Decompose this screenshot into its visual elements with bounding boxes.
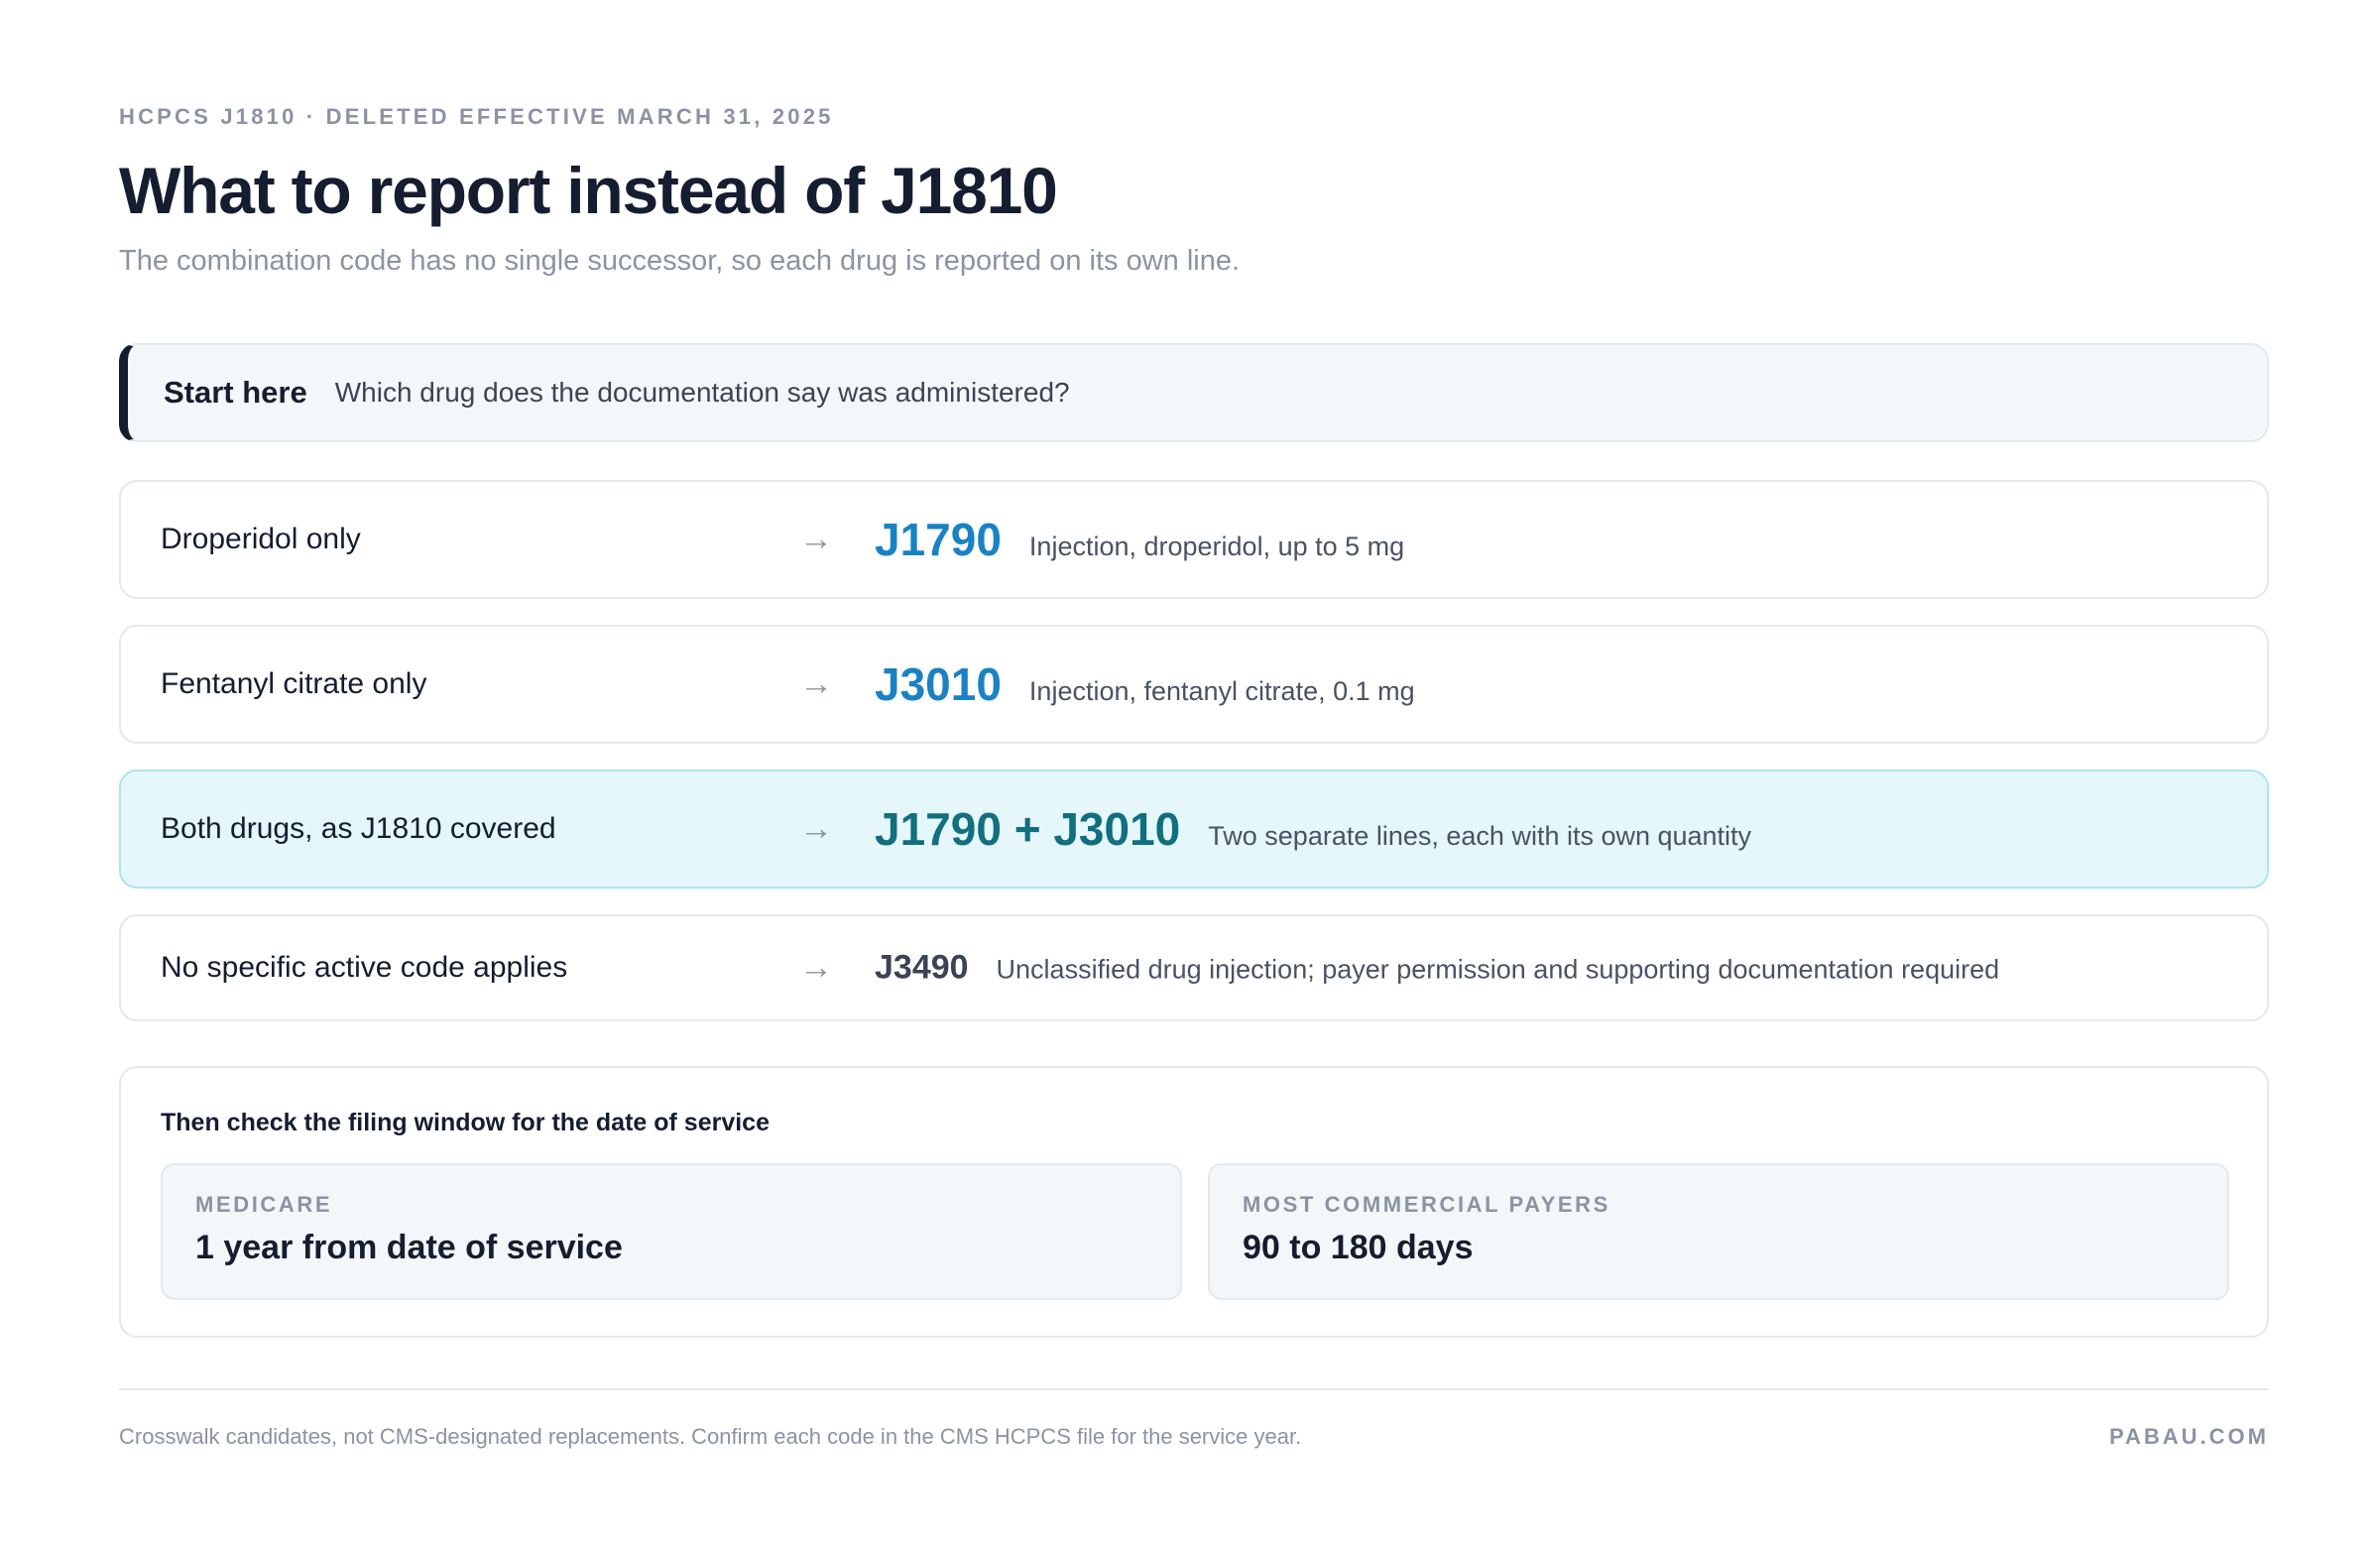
brand-link[interactable]: PABAU.COM: [2108, 1424, 2269, 1449]
row-code: J3490: [875, 948, 969, 987]
row-result: J3010 Injection, fentanyl citrate, 0.1 m…: [875, 657, 1415, 711]
start-here-label: Start here: [164, 375, 307, 410]
filing-card-label: MEDICARE: [195, 1192, 333, 1217]
row-condition: Droperidol only: [161, 523, 361, 555]
start-here-question: Which drug does the documentation say wa…: [334, 377, 1070, 408]
page-subtitle: The combination code has no single succe…: [119, 245, 1241, 277]
filing-card-commercial: MOST COMMERCIAL PAYERS 90 to 180 days: [1208, 1163, 2229, 1300]
filing-card-value: 1 year from date of service: [195, 1229, 623, 1266]
filing-card-value: 90 to 180 days: [1243, 1229, 1474, 1266]
footer-divider: [119, 1388, 2269, 1390]
row-code: J1790: [875, 514, 1002, 565]
row-result: J1790 + J3010 Two separate lines, each w…: [875, 802, 1751, 856]
row-description: Unclassified drug injection; payer permi…: [996, 954, 2000, 985]
row-condition: No specific active code applies: [161, 951, 568, 984]
row-condition: Both drugs, as J1810 covered: [161, 812, 556, 845]
crosswalk-row-droperidol: Droperidol only → J1790 Injection, drope…: [119, 480, 2269, 599]
eyebrow: HCPCS J1810 · DELETED EFFECTIVE MARCH 31…: [119, 104, 834, 129]
row-description: Injection, fentanyl citrate, 0.1 mg: [1028, 676, 1415, 706]
arrow-right-icon: →: [799, 948, 833, 987]
filing-window-panel: Then check the filing window for the dat…: [119, 1066, 2269, 1338]
row-result: J1790 Injection, droperidol, up to 5 mg: [875, 513, 1404, 566]
arrow-right-icon: →: [799, 520, 833, 558]
page-title: What to report instead of J1810: [119, 154, 1058, 227]
crosswalk-row-unclassified: No specific active code applies → J3490 …: [119, 914, 2269, 1021]
arrow-right-icon: →: [799, 664, 833, 703]
row-code: J3010: [875, 658, 1002, 710]
row-code: J1790 + J3010: [875, 803, 1181, 855]
filing-window-title: Then check the filing window for the dat…: [161, 1109, 770, 1136]
row-description: Two separate lines, each with its own qu…: [1208, 821, 1752, 851]
filing-card-label: MOST COMMERCIAL PAYERS: [1243, 1192, 1610, 1217]
crosswalk-row-both-drugs: Both drugs, as J1810 covered → J1790 + J…: [119, 770, 2269, 889]
filing-card-medicare: MEDICARE 1 year from date of service: [161, 1163, 1182, 1300]
footer-note: Crosswalk candidates, not CMS-designated…: [119, 1424, 1302, 1449]
start-here-banner: Start here Which drug does the documenta…: [119, 343, 2269, 442]
row-condition: Fentanyl citrate only: [161, 667, 427, 700]
row-description: Injection, droperidol, up to 5 mg: [1028, 532, 1405, 561]
row-result: J3490 Unclassified drug injection; payer…: [875, 949, 1999, 988]
crosswalk-row-fentanyl: Fentanyl citrate only → J3010 Injection,…: [119, 625, 2269, 744]
arrow-right-icon: →: [799, 809, 833, 848]
